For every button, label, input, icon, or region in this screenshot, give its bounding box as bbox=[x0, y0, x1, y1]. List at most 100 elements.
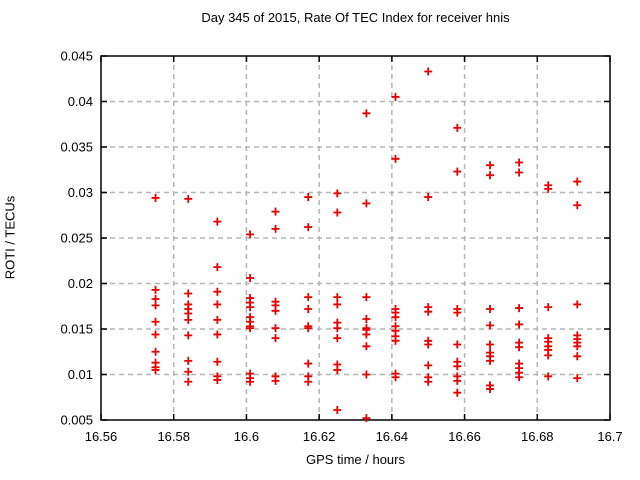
data-point-marker bbox=[573, 300, 582, 309]
data-point-marker bbox=[304, 359, 313, 368]
data-point-marker bbox=[362, 109, 371, 118]
data-point-marker bbox=[246, 274, 255, 283]
x-tick-label: 16.56 bbox=[85, 429, 118, 444]
data-point-marker bbox=[573, 342, 582, 351]
data-point-marker bbox=[333, 208, 342, 217]
data-point-marker bbox=[424, 307, 433, 316]
data-point-marker bbox=[453, 362, 462, 371]
data-point-marker bbox=[333, 189, 342, 198]
data-point-marker bbox=[184, 356, 193, 365]
x-tick-label: 16.7 bbox=[597, 429, 622, 444]
data-point-marker bbox=[151, 365, 160, 374]
data-point-marker bbox=[515, 304, 524, 313]
data-point-marker bbox=[453, 167, 462, 176]
data-point-marker bbox=[184, 315, 193, 324]
data-point-marker bbox=[333, 300, 342, 309]
data-point-marker bbox=[362, 314, 371, 323]
data-point-marker bbox=[573, 177, 582, 186]
data-point-marker bbox=[515, 343, 524, 352]
data-point-marker bbox=[424, 361, 433, 370]
data-point-marker bbox=[333, 334, 342, 343]
data-point-marker bbox=[304, 377, 313, 386]
data-point-marker bbox=[213, 330, 222, 339]
data-point-marker bbox=[271, 224, 280, 233]
data-point-marker bbox=[151, 330, 160, 339]
data-point-marker bbox=[304, 324, 313, 333]
data-point-marker bbox=[246, 303, 255, 312]
data-point-marker bbox=[544, 184, 553, 193]
chart-title: Day 345 of 2015, Rate Of TEC Index for r… bbox=[201, 10, 510, 25]
y-tick-label: 0.01 bbox=[68, 367, 93, 382]
data-point-marker bbox=[213, 263, 222, 272]
data-point-marker bbox=[486, 304, 495, 313]
y-tick-label: 0.03 bbox=[68, 185, 93, 200]
data-point-marker bbox=[333, 365, 342, 374]
x-axis-label: GPS time / hours bbox=[306, 452, 405, 467]
y-tick-label: 0.015 bbox=[60, 322, 93, 337]
data-point-marker bbox=[151, 317, 160, 326]
data-point-marker bbox=[271, 306, 280, 315]
data-point-marker bbox=[271, 376, 280, 385]
data-point-marker bbox=[391, 313, 400, 322]
data-point-marker bbox=[304, 193, 313, 202]
data-point-marker bbox=[424, 340, 433, 349]
data-point-marker bbox=[486, 171, 495, 180]
data-point-marker bbox=[333, 405, 342, 414]
data-point-marker bbox=[486, 385, 495, 394]
data-point-marker bbox=[213, 217, 222, 226]
data-point-marker bbox=[362, 293, 371, 302]
data-point-marker bbox=[453, 376, 462, 385]
x-tick-label: 16.64 bbox=[376, 429, 409, 444]
data-point-marker bbox=[391, 373, 400, 382]
y-tick-label: 0.005 bbox=[60, 413, 93, 428]
y-tick-label: 0.02 bbox=[68, 276, 93, 291]
data-point-marker bbox=[184, 331, 193, 340]
data-point-marker bbox=[151, 347, 160, 356]
data-point-marker bbox=[453, 123, 462, 132]
data-point-marker bbox=[213, 357, 222, 366]
data-point-marker bbox=[362, 330, 371, 339]
y-tick-label: 0.025 bbox=[60, 231, 93, 246]
data-point-marker bbox=[486, 340, 495, 349]
data-point-marker bbox=[486, 356, 495, 365]
data-point-marker bbox=[544, 372, 553, 381]
data-point-marker bbox=[184, 377, 193, 386]
data-point-marker bbox=[515, 320, 524, 329]
data-point-marker bbox=[304, 293, 313, 302]
data-point-marker bbox=[362, 414, 371, 423]
data-point-marker bbox=[271, 334, 280, 343]
data-point-marker bbox=[246, 377, 255, 386]
data-point-marker bbox=[151, 193, 160, 202]
data-point-marker bbox=[362, 370, 371, 379]
data-point-marker bbox=[424, 193, 433, 202]
data-point-marker bbox=[573, 352, 582, 361]
x-tick-label: 16.66 bbox=[448, 429, 481, 444]
data-point-marker bbox=[213, 315, 222, 324]
y-tick-label: 0.045 bbox=[60, 49, 93, 64]
x-tick-label: 16.6 bbox=[234, 429, 259, 444]
data-point-marker bbox=[573, 374, 582, 383]
data-point-marker bbox=[486, 321, 495, 330]
data-point-marker bbox=[304, 223, 313, 232]
data-point-marker bbox=[246, 324, 255, 333]
data-point-marker bbox=[391, 154, 400, 163]
data-point-marker bbox=[453, 388, 462, 397]
data-point-marker bbox=[304, 304, 313, 313]
data-points bbox=[151, 67, 582, 423]
plot-border bbox=[100, 55, 611, 421]
data-point-marker bbox=[151, 301, 160, 310]
data-point-marker bbox=[515, 158, 524, 167]
data-point-marker bbox=[391, 336, 400, 345]
data-point-marker bbox=[362, 199, 371, 208]
y-tick-label: 0.04 bbox=[68, 94, 93, 109]
data-point-marker bbox=[271, 207, 280, 216]
data-point-marker bbox=[213, 300, 222, 309]
data-point-marker bbox=[453, 308, 462, 317]
data-point-marker bbox=[486, 161, 495, 170]
data-point-marker bbox=[391, 92, 400, 101]
data-point-marker bbox=[333, 324, 342, 333]
x-tick-label: 16.68 bbox=[521, 429, 554, 444]
data-point-marker bbox=[515, 373, 524, 382]
data-point-marker bbox=[271, 324, 280, 333]
data-point-marker bbox=[453, 340, 462, 349]
